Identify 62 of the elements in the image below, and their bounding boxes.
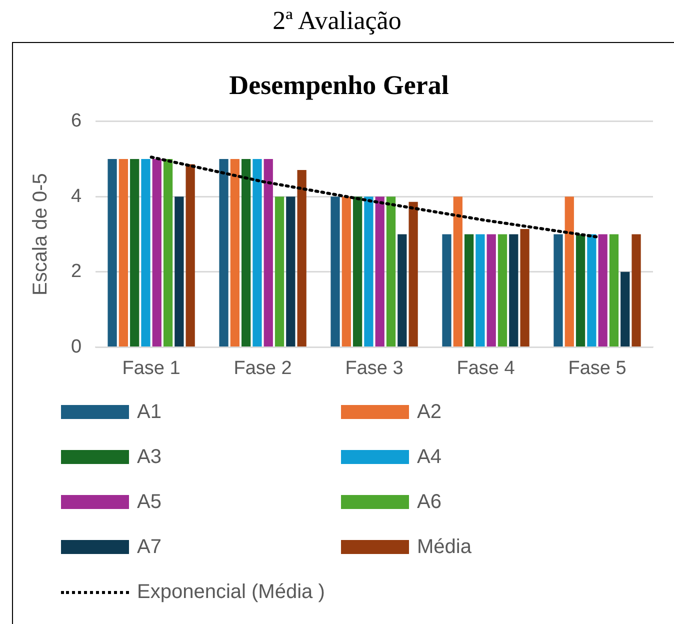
x-tick-label: Fase 4 <box>456 358 516 379</box>
x-tick-label: Fase 1 <box>122 358 180 379</box>
bar <box>286 196 296 346</box>
bar <box>632 234 641 346</box>
bar <box>297 170 306 346</box>
bar <box>252 159 262 346</box>
bar <box>375 196 384 346</box>
y-tick-label: 0 <box>70 336 82 358</box>
bar <box>174 196 184 346</box>
bar <box>141 159 150 346</box>
bar <box>242 159 251 346</box>
bar <box>330 196 340 346</box>
line-series <box>150 156 599 238</box>
text: 2ª Avaliação <box>272 6 402 36</box>
bar <box>609 234 619 346</box>
legend-label: A6 <box>417 490 442 514</box>
legend-label: A3 <box>137 446 162 468</box>
bar <box>398 234 407 346</box>
bar <box>152 159 162 346</box>
bar <box>453 196 462 346</box>
legend-label: A4 <box>417 446 442 468</box>
legend-label: A2 <box>417 400 442 424</box>
y-tick-label: 6 <box>70 110 82 132</box>
bar <box>108 159 117 346</box>
bar <box>509 234 518 346</box>
bar <box>464 234 474 346</box>
y-axis-title: Escala de 0-5 <box>30 173 52 296</box>
x-tick-label: Fase 5 <box>568 358 626 379</box>
bar <box>554 234 563 346</box>
bar <box>498 234 508 346</box>
bar <box>598 234 608 346</box>
bar <box>386 196 396 346</box>
bar <box>620 272 630 346</box>
bar <box>264 159 273 346</box>
legend-label: Exponencial (Média ) <box>137 580 325 604</box>
bar <box>486 234 496 346</box>
y-tick-label: 4 <box>70 186 82 207</box>
bar <box>342 196 351 346</box>
legend-label: Média <box>417 536 472 558</box>
chart-title: Desempenho Geral <box>229 70 450 100</box>
bar <box>364 196 374 346</box>
bar <box>230 159 240 346</box>
bar <box>476 234 485 346</box>
bar <box>587 234 596 346</box>
legend-label: A5 <box>137 490 162 514</box>
x-tick-label: Fase 2 <box>234 358 292 379</box>
legend-label: A7 <box>137 536 162 558</box>
bar <box>564 196 574 346</box>
bar <box>520 229 530 346</box>
bar <box>408 202 418 346</box>
bar <box>219 159 228 346</box>
bar <box>274 196 284 346</box>
bar <box>163 159 173 346</box>
bar <box>130 159 140 346</box>
bar <box>352 196 362 346</box>
legend-label: A1 <box>137 400 162 424</box>
bar <box>576 234 586 346</box>
bar <box>442 234 452 346</box>
x-tick-label: Fase 3 <box>345 358 404 379</box>
bar <box>118 159 128 346</box>
bar <box>186 164 195 346</box>
y-tick-label: 2 <box>70 261 82 282</box>
